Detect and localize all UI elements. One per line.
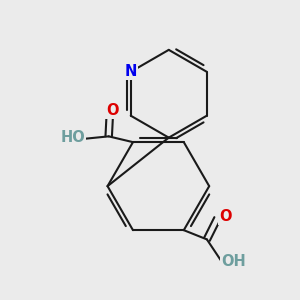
Text: HO: HO (61, 130, 85, 145)
Text: O: O (219, 209, 232, 224)
Text: OH: OH (221, 254, 246, 269)
Text: O: O (106, 103, 118, 118)
Text: N: N (124, 64, 137, 79)
